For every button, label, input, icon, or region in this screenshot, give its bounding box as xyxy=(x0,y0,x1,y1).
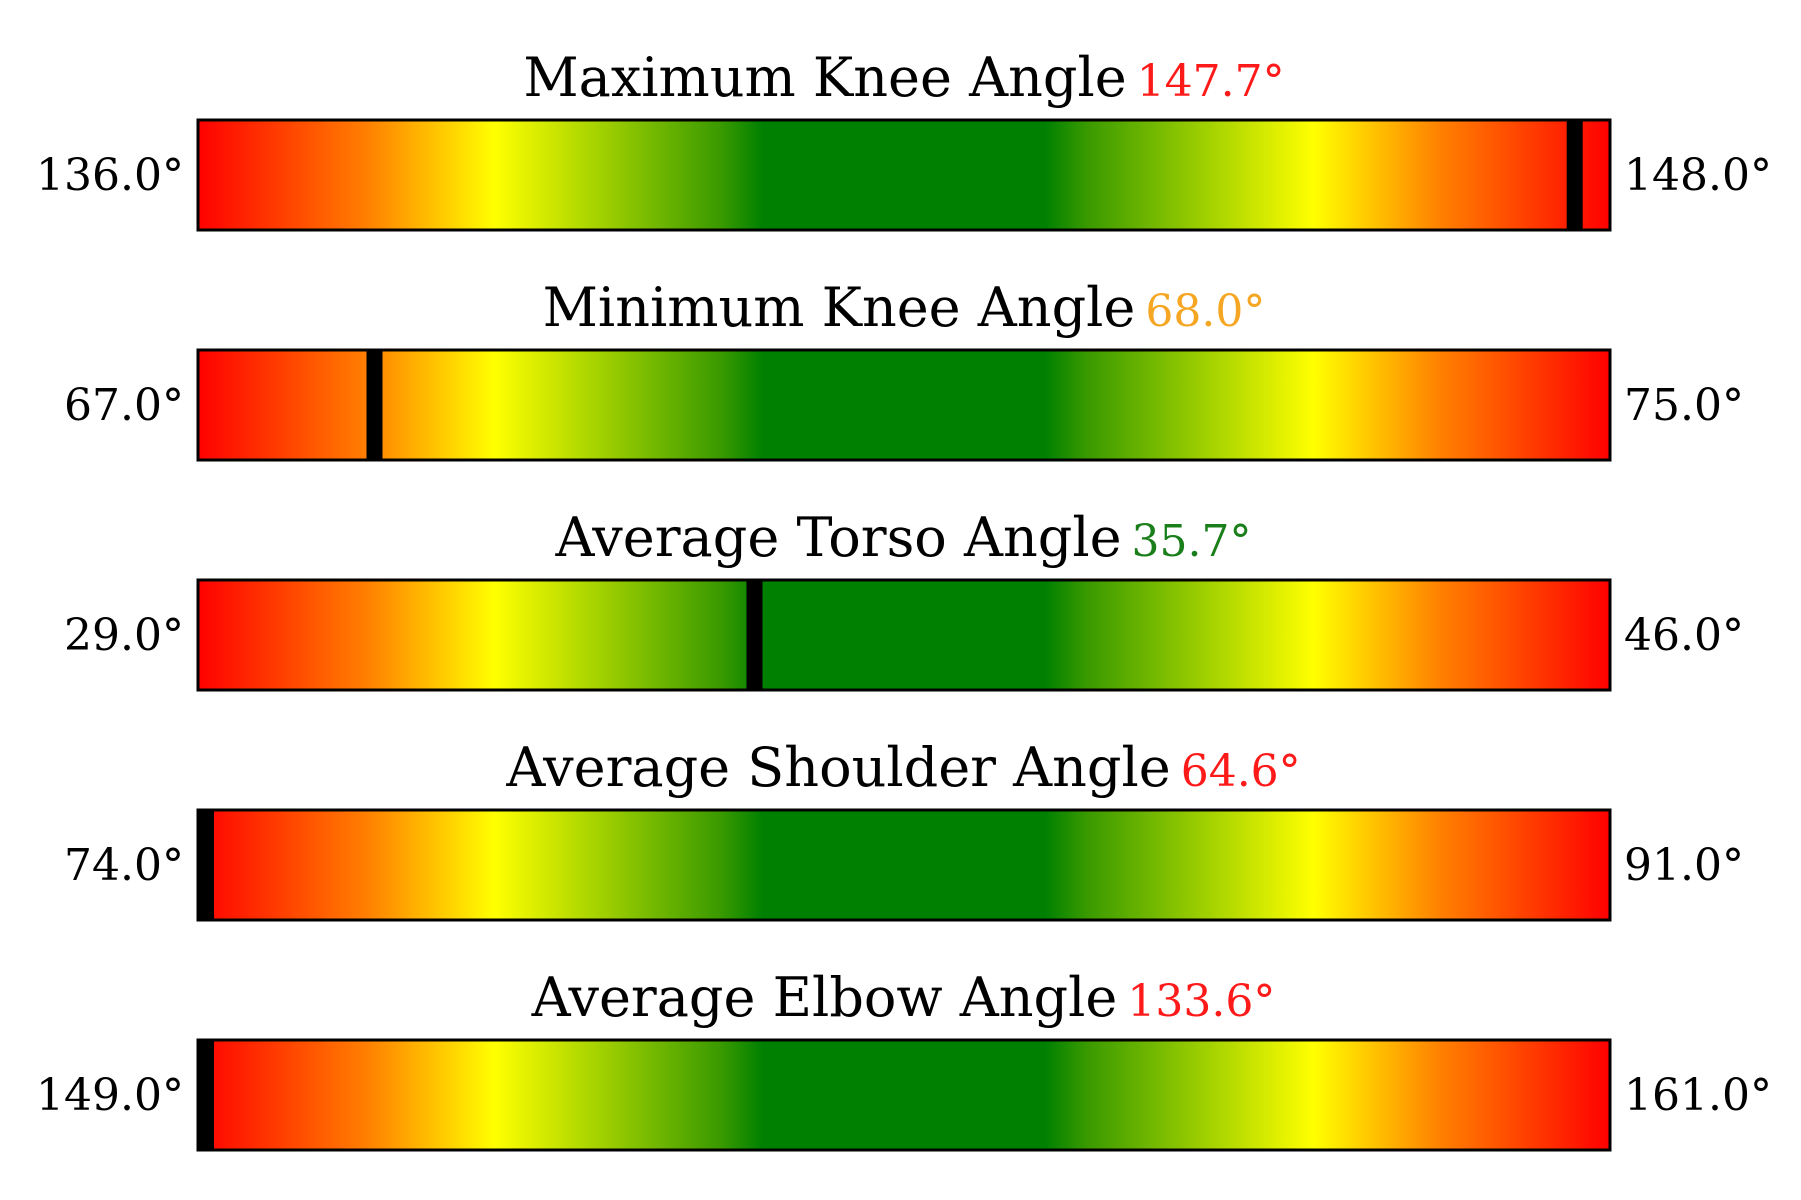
gauge-min-label: 67.0° xyxy=(64,380,184,431)
gauge-bar xyxy=(198,120,1610,230)
gauge-2: Average Torso Angle 35.7° 29.0° 46.0° xyxy=(64,506,1744,692)
gauge-value-label: 64.6° xyxy=(1181,746,1301,797)
gauge-1: Minimum Knee Angle 68.0° 67.0° 75.0° xyxy=(64,276,1744,462)
gauge-value-marker xyxy=(366,350,383,460)
gauge-value-label: 147.7° xyxy=(1137,56,1285,107)
gauge-min-label: 29.0° xyxy=(64,610,184,661)
gauge-0: Maximum Knee Angle 147.7° 136.0° 148.0° xyxy=(36,46,1772,232)
gauge-title: Maximum Knee Angle 147.7° xyxy=(523,46,1284,109)
gauge-value-label: 35.7° xyxy=(1132,516,1252,567)
gauge-bar xyxy=(198,350,1610,460)
gauge-bar-frame xyxy=(196,578,1612,692)
gauge-4: Average Elbow Angle 133.6° 149.0° 161.0° xyxy=(36,966,1772,1152)
gauge-bar xyxy=(198,580,1610,690)
gauge-min-label: 136.0° xyxy=(36,150,184,201)
gauge-bar-frame xyxy=(196,808,1612,922)
gauge-3: Average Shoulder Angle 64.6° 74.0° 91.0° xyxy=(64,736,1744,922)
gauge-value-marker xyxy=(198,810,214,920)
gauge-value-label: 133.6° xyxy=(1127,976,1275,1027)
gauge-title-text: Average Shoulder Angle xyxy=(505,736,1170,799)
gauge-value-marker xyxy=(746,580,763,690)
gauge-title: Minimum Knee Angle 68.0° xyxy=(543,276,1266,339)
gauge-bar-frame xyxy=(196,1038,1612,1152)
gauge-min-label: 74.0° xyxy=(64,840,184,891)
gauge-title-text: Maximum Knee Angle xyxy=(523,46,1126,109)
gauge-value-label: 68.0° xyxy=(1145,286,1265,337)
gauge-bar xyxy=(198,1040,1610,1150)
gauge-bar-frame xyxy=(196,118,1612,232)
gauge-max-label: 148.0° xyxy=(1624,150,1772,201)
gauge-value-marker xyxy=(198,1040,214,1150)
gauge-title-text: Minimum Knee Angle xyxy=(543,276,1136,339)
gauge-max-label: 91.0° xyxy=(1624,840,1744,891)
gauge-title: Average Torso Angle 35.7° xyxy=(554,506,1251,569)
gauge-max-label: 46.0° xyxy=(1624,610,1744,661)
gauge-title-text: Average Torso Angle xyxy=(554,506,1121,569)
gauge-title: Average Elbow Angle 133.6° xyxy=(531,966,1276,1029)
gauge-title-text: Average Elbow Angle xyxy=(531,966,1118,1029)
gauge-min-label: 149.0° xyxy=(36,1070,184,1121)
gauge-max-label: 75.0° xyxy=(1624,380,1744,431)
gauge-title: Average Shoulder Angle 64.6° xyxy=(505,736,1300,799)
gauge-value-marker xyxy=(1566,120,1583,230)
gauge-bar-frame xyxy=(196,348,1612,462)
gauge-max-label: 161.0° xyxy=(1624,1070,1772,1121)
gauge-bar xyxy=(198,810,1610,920)
